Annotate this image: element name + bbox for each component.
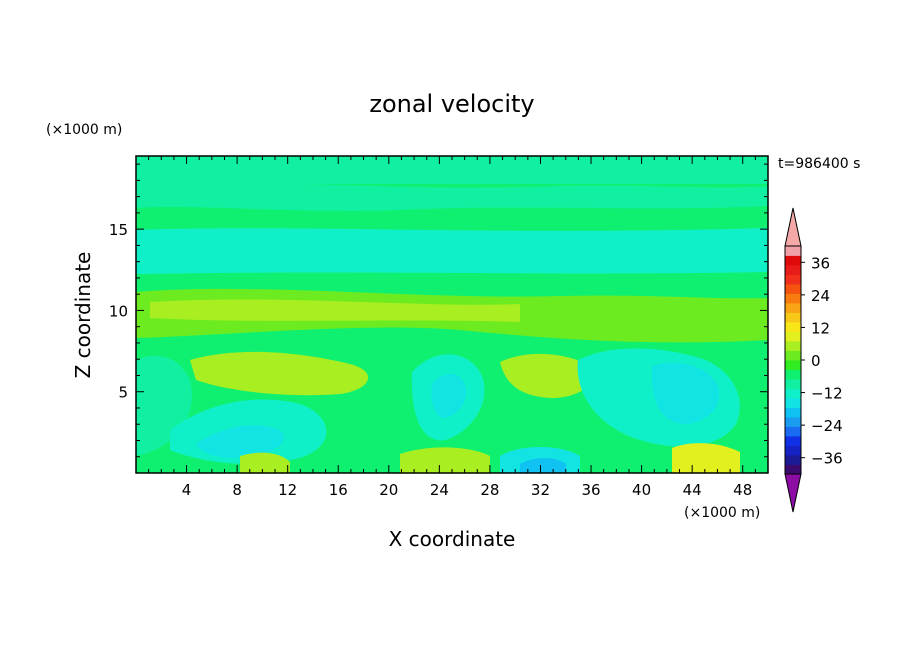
chart-title: zonal velocity xyxy=(369,90,534,118)
field-patch-cyan-2b xyxy=(431,373,467,418)
x-tick-label: 12 xyxy=(278,481,297,499)
field-patch-yellow-1 xyxy=(190,351,369,396)
y-tick-label: 10 xyxy=(109,302,128,320)
colorbar-swatch xyxy=(785,350,801,361)
y-tick-label: 5 xyxy=(118,384,128,402)
y-unit-label: (×1000 m) xyxy=(46,122,122,138)
colorbar-swatch xyxy=(785,303,801,313)
x-unit-label: (×1000 m) xyxy=(684,505,760,521)
colorbar-tick-label: 12 xyxy=(811,319,830,337)
colorbar-swatch xyxy=(785,284,801,294)
colorbar-swatch xyxy=(785,436,801,446)
colorbar: 36 24 12 0 −12 −24 −36 xyxy=(784,207,843,513)
colorbar-under-arrow xyxy=(784,473,802,513)
field-band-upper xyxy=(136,181,768,211)
field-patch-blue-4 xyxy=(520,458,566,473)
x-tick-label: 48 xyxy=(733,481,752,499)
colorbar-swatch xyxy=(785,379,801,389)
colorbar-swatch xyxy=(785,265,801,275)
field-patch-yellow-3 xyxy=(672,443,740,473)
colorbar-swatch xyxy=(785,426,801,437)
colorbar-swatch xyxy=(785,274,801,285)
field-patch-yellow-5 xyxy=(240,452,290,473)
colorbar-swatch xyxy=(785,417,801,427)
x-tick-label: 8 xyxy=(232,481,242,499)
x-tick-label: 16 xyxy=(329,481,348,499)
x-tick-label: 32 xyxy=(531,481,550,499)
x-tick-label: 24 xyxy=(430,481,449,499)
colorbar-swatch xyxy=(785,293,801,304)
field-band-top xyxy=(136,156,768,184)
x-tick-label: 20 xyxy=(379,481,398,499)
colorbar-tick-label: 36 xyxy=(811,254,830,272)
x-tick-label: 4 xyxy=(182,481,192,499)
x-tick-label: 36 xyxy=(581,481,600,499)
colorbar-swatch xyxy=(785,312,801,323)
field-patch-yellow-4 xyxy=(400,447,490,473)
colorbar-swatch xyxy=(785,246,801,256)
field-patch-cyan-3b xyxy=(651,362,720,424)
colorbar-swatch xyxy=(785,398,801,408)
colorbar-tick-label: 0 xyxy=(811,352,821,370)
colorbar-swatch xyxy=(785,407,801,418)
colorbar-swatch xyxy=(785,445,801,456)
colorbar-swatch xyxy=(785,322,801,332)
x-ticks: 4 8 12 16 20 24 28 32 36 40 44 48 xyxy=(135,156,769,499)
x-axis-label: X coordinate xyxy=(389,527,516,551)
colorbar-tick-label: −36 xyxy=(811,450,843,468)
colorbar-swatch xyxy=(785,360,801,370)
field-band-yellowgreen-2 xyxy=(150,299,520,322)
colorbar-swatch xyxy=(785,464,801,475)
field-patch-cyan-1b xyxy=(196,425,284,458)
y-ticks: 5 10 15 xyxy=(109,163,768,458)
colorbar-over-arrow xyxy=(784,207,802,247)
colorbar-swatch xyxy=(785,388,801,399)
field-patch-yellow-2 xyxy=(500,353,593,398)
colorbar-swatch xyxy=(785,369,801,380)
colorbar-tick-label: −12 xyxy=(811,385,843,403)
colorbar-swatch xyxy=(785,331,801,342)
colorbar-swatch xyxy=(785,255,801,266)
field-band-teal xyxy=(136,228,768,274)
time-label: t=986400 s xyxy=(778,156,860,172)
x-tick-label: 40 xyxy=(632,481,651,499)
y-tick-label: 15 xyxy=(109,221,128,239)
y-axis-label: Z coordinate xyxy=(71,252,95,379)
x-tick-label: 44 xyxy=(683,481,702,499)
colorbar-tick-label: 24 xyxy=(811,287,830,305)
x-tick-label: 28 xyxy=(480,481,499,499)
colorbar-swatch xyxy=(785,455,801,465)
colorbar-swatch xyxy=(785,341,801,351)
colorbar-tick-label: −24 xyxy=(811,417,843,435)
field-layer xyxy=(136,156,768,473)
